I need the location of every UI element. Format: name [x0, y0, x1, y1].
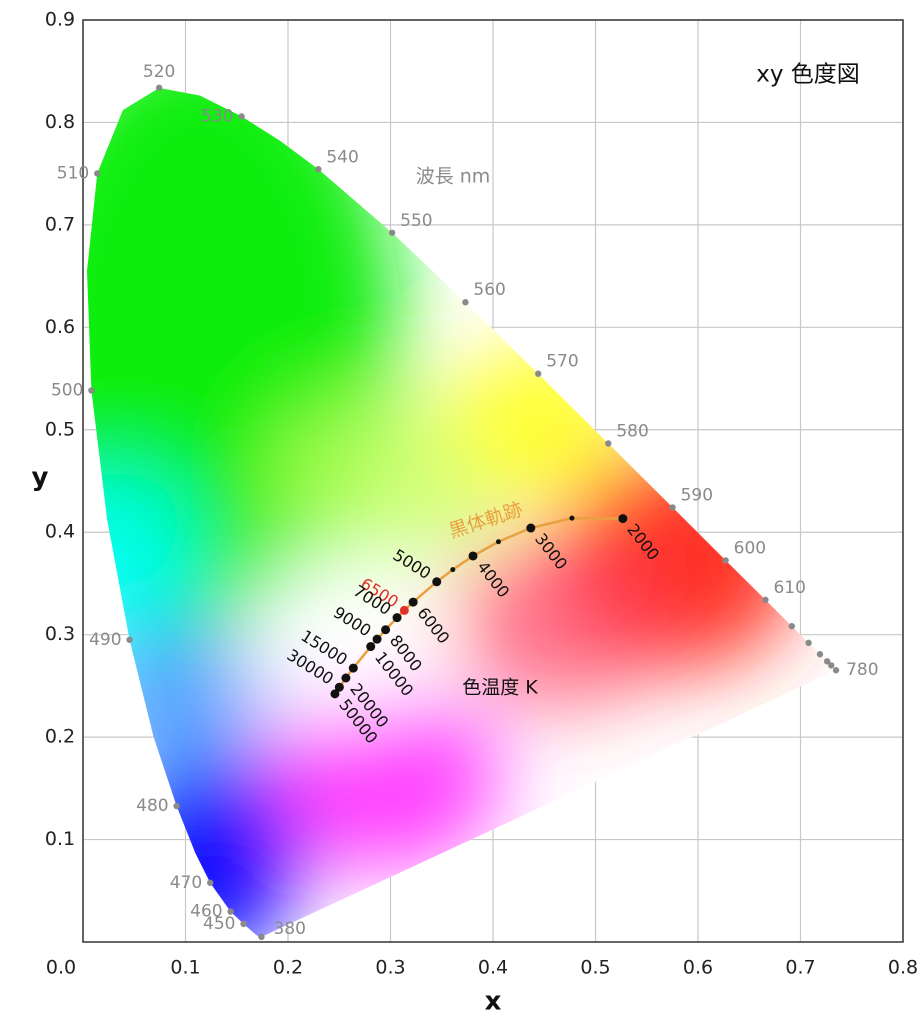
x-tick-label: 0.7 [785, 957, 815, 979]
blackbody-point [341, 673, 351, 683]
x-tick-label: 0.0 [46, 957, 76, 979]
wavelength-label: 520 [143, 62, 175, 82]
wavelength-label: 570 [546, 352, 578, 372]
wavelength-label: 380 [273, 919, 305, 939]
x-tick-label: 0.3 [375, 957, 405, 979]
wavelength-point [88, 387, 95, 394]
blackbody-point [366, 642, 376, 652]
wavelength-point [832, 667, 840, 674]
wavelength-point [762, 596, 769, 604]
wavelength-label: 470 [170, 873, 202, 893]
wavelength-point [258, 933, 265, 941]
chart-title: xy 色度図 [756, 62, 860, 88]
y-tick-label: 0.7 [45, 213, 75, 235]
y-tick-label: 0.2 [45, 726, 75, 748]
wavelength-label: 480 [136, 796, 168, 816]
wavelength-label: 490 [89, 630, 121, 650]
wavelength-point [126, 636, 133, 643]
wavelength-label: 波長 nm [416, 166, 491, 188]
blackbody-point [372, 634, 382, 644]
x-tick-label: 0.1 [170, 957, 200, 979]
wavelength-point [828, 662, 835, 669]
wavelength-point [788, 622, 795, 630]
wavelength-label: 540 [326, 147, 358, 167]
blackbody-point [450, 567, 456, 573]
blackbody-point [618, 514, 628, 524]
blackbody-point [399, 605, 409, 615]
plot-frame [82, 19, 904, 943]
y-tick-label: 0.5 [45, 418, 75, 440]
y-tick-label: 0.3 [45, 623, 75, 645]
wavelength-point [238, 113, 245, 120]
wavelength-label: 780 [846, 660, 878, 680]
y-tick-label: 0.9 [45, 9, 75, 31]
wavelength-point [816, 651, 824, 658]
wavelength-point [462, 299, 469, 306]
blackbody-point [381, 625, 391, 635]
blackbody-point [334, 682, 344, 692]
wavelength-point [669, 504, 676, 511]
y-tick-label: 0.4 [45, 521, 75, 543]
wavelength-point [388, 229, 396, 236]
wavelength-label: 550 [400, 211, 432, 231]
wavelength-point [155, 84, 163, 92]
wavelength-label: 560 [473, 280, 505, 300]
blackbody-point [526, 523, 536, 533]
wavelength-point [207, 879, 214, 886]
wavelength-point [823, 658, 831, 665]
blackbody-point [348, 663, 358, 673]
wavelength-point [227, 908, 234, 915]
y-tick-label: 0.1 [45, 828, 75, 850]
blackbody-point [495, 539, 501, 545]
temperature-label: 色温度 K [462, 677, 538, 699]
wavelength-point [722, 557, 729, 564]
x-tick-label: 0.5 [580, 957, 610, 979]
wavelength-label: 600 [734, 538, 766, 558]
wavelength-label: 450 [203, 914, 235, 934]
x-tick-label: 0.4 [478, 957, 508, 979]
blackbody-point [569, 515, 575, 521]
wavelength-point [315, 166, 322, 173]
wavelength-point [94, 170, 101, 177]
wavelength-point [605, 440, 612, 447]
wavelength-label: 510 [57, 163, 89, 183]
wavelength-point [535, 370, 542, 377]
x-tick-label: 0.6 [683, 957, 713, 979]
wavelength-point [240, 920, 247, 928]
y-tick-label: 0.6 [45, 316, 75, 338]
wavelength-label: 460 [190, 902, 222, 922]
blackbody-point [330, 689, 340, 699]
y-tick-label: 0.8 [45, 111, 75, 133]
blackbody-point [392, 613, 402, 623]
blackbody-point [408, 597, 418, 607]
wavelength-label: 580 [616, 422, 648, 442]
blackbody-point [432, 577, 442, 587]
x-tick-label: 0.8 [888, 957, 918, 979]
wavelength-label: 530 [201, 106, 233, 126]
wavelength-point [173, 802, 180, 810]
x-axis-label: x [485, 987, 502, 1017]
x-tick-label: 0.2 [273, 957, 303, 979]
blackbody-point [468, 551, 478, 561]
wavelength-point [805, 639, 812, 647]
wavelength-label: 610 [773, 578, 805, 598]
wavelength-label: 500 [51, 380, 83, 400]
y-axis-label: y [32, 463, 49, 493]
wavelength-label: 590 [681, 485, 713, 505]
